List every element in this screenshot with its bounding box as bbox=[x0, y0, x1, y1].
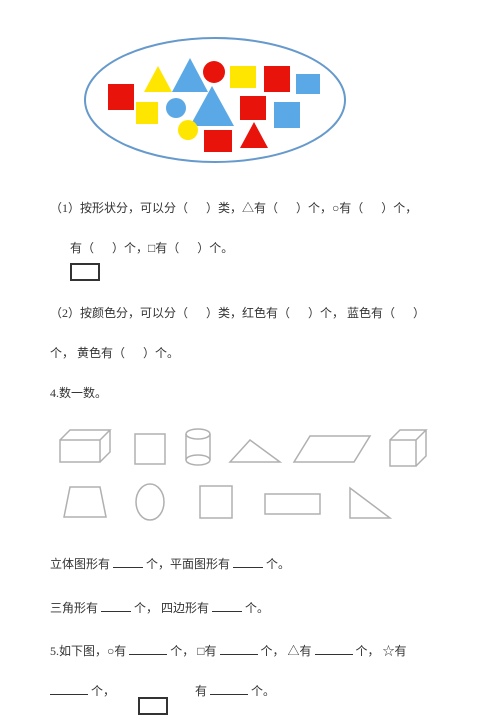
worksheet-page: （1）按形状分，可以分（ ）类，△有（ ）个，○有（ ）个， 有（ ）个，□有（… bbox=[0, 0, 500, 707]
blank bbox=[210, 682, 248, 695]
q5-text: 有 bbox=[195, 684, 207, 698]
blank bbox=[220, 642, 258, 655]
q2-line1: （2）按颜色分，可以分（ ）类，红色有（ ）个， 蓝色有（ ） bbox=[50, 303, 450, 325]
q2-text: （2）按颜色分，可以分（ bbox=[50, 306, 188, 320]
q5-text: 个， ☆有 bbox=[356, 644, 407, 658]
blank bbox=[315, 642, 353, 655]
q5-line1: 5.如下图，○有 个， □有 个， △有 个， ☆有 bbox=[50, 641, 450, 663]
q4-text: 三角形有 bbox=[50, 601, 98, 615]
outline-shapes-diagram bbox=[50, 422, 450, 532]
q2-text: ）个。 bbox=[143, 346, 179, 360]
q1-text: ）个，□有（ bbox=[112, 241, 179, 255]
q5-text: 个， △有 bbox=[261, 644, 312, 658]
blank bbox=[212, 599, 242, 612]
q1-line1: （1）按形状分，可以分（ ）类，△有（ ）个，○有（ ）个， bbox=[50, 198, 450, 220]
q2-text: ） bbox=[413, 306, 425, 320]
q4-text: 个。 bbox=[245, 601, 269, 615]
q4-text: 个， 四边形有 bbox=[134, 601, 209, 615]
q1-text: ）个， bbox=[381, 201, 417, 215]
q2-line2: 个， 黄色有（ ）个。 bbox=[50, 343, 450, 365]
q1-line2: 有（ ）个，□有（ ）个。 bbox=[70, 238, 450, 282]
q4-text: 个，平面图形有 bbox=[146, 557, 230, 571]
q1-text: ）个，○有（ bbox=[296, 201, 363, 215]
blank bbox=[101, 599, 131, 612]
q4-title-text: 4.数一数。 bbox=[50, 386, 107, 400]
q5-text: 个， □有 bbox=[170, 644, 216, 658]
q4-title: 4.数一数。 bbox=[50, 383, 450, 405]
q4-text: 立体图形有 bbox=[50, 557, 110, 571]
blank bbox=[233, 555, 263, 568]
rectangle-icon bbox=[70, 263, 100, 281]
q4-text: 个。 bbox=[266, 557, 290, 571]
blank bbox=[129, 642, 167, 655]
q5-text: 个。 bbox=[251, 684, 275, 698]
q1-text: （1）按形状分，可以分（ bbox=[50, 201, 188, 215]
q2-text: ）个， 蓝色有（ bbox=[308, 306, 395, 320]
q5-text: 个， bbox=[91, 684, 115, 698]
q5-text: 5.如下图，○有 bbox=[50, 644, 126, 658]
q2-text: ）类，红色有（ bbox=[206, 306, 290, 320]
figure-outline-shapes bbox=[50, 422, 450, 536]
shapes-diagram bbox=[80, 30, 350, 170]
q2-text: 个， 黄色有（ bbox=[50, 346, 125, 360]
q4-ans1: 立体图形有 个，平面图形有 个。 bbox=[50, 554, 450, 576]
blank bbox=[50, 682, 88, 695]
q1-text: ）类，△有（ bbox=[206, 201, 278, 215]
blank bbox=[113, 555, 143, 568]
q1-text: 有（ bbox=[70, 241, 94, 255]
q4-ans2: 三角形有 个， 四边形有 个。 bbox=[50, 598, 450, 620]
rectangle-icon bbox=[138, 697, 168, 715]
q1-text: ）个。 bbox=[197, 241, 233, 255]
q5-line2: 个， 有 个。 bbox=[50, 681, 450, 703]
figure-shapes-in-ellipse bbox=[80, 30, 450, 174]
